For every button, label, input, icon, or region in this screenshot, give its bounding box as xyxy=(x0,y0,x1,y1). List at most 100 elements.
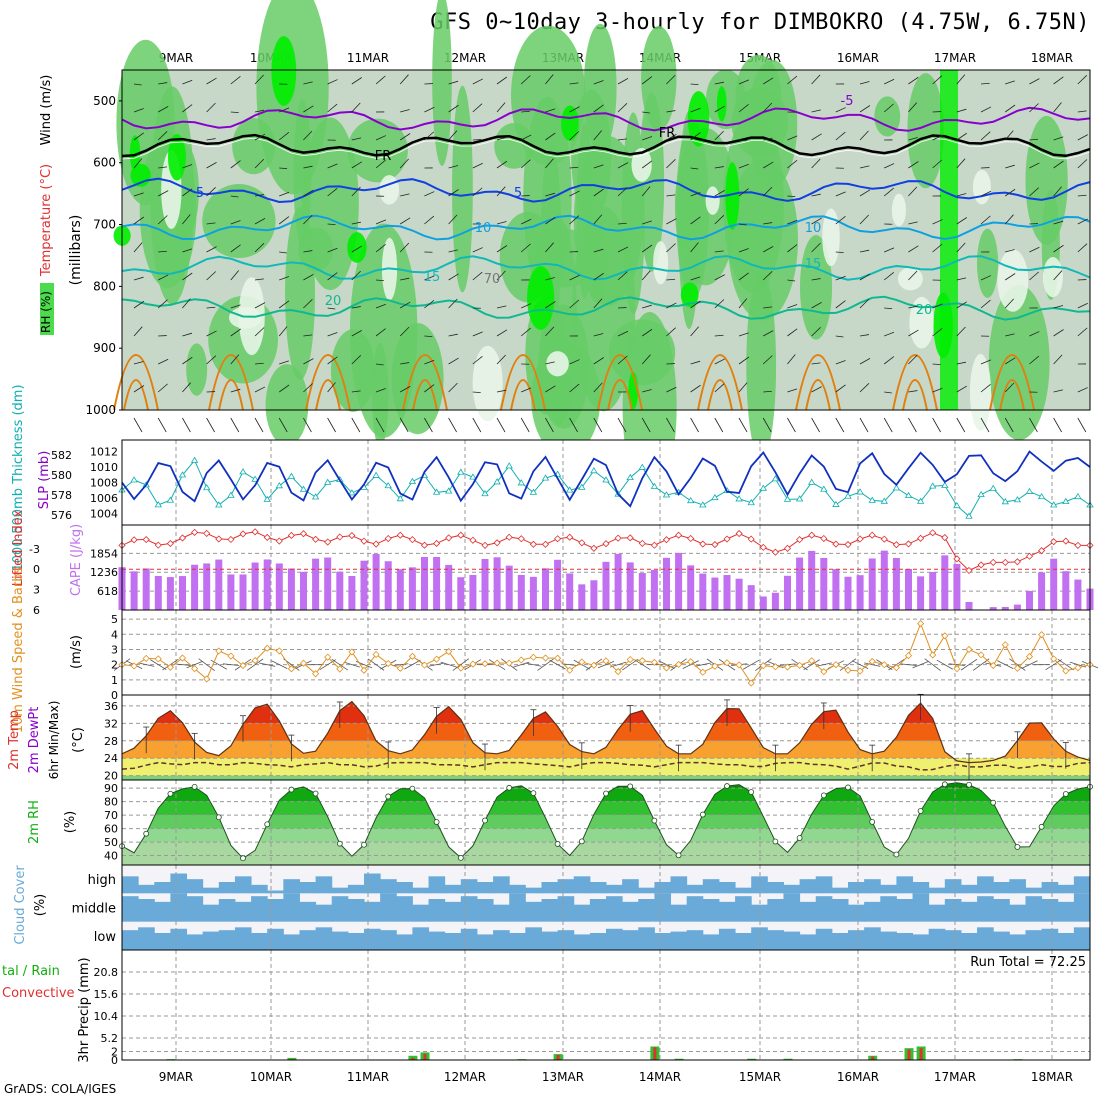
wind-barb xyxy=(690,83,699,86)
convective-bar xyxy=(907,1049,911,1060)
wind-barb xyxy=(157,215,168,225)
wind-barb xyxy=(811,242,821,253)
wind-barb xyxy=(545,242,554,253)
axis-label: Temperature (°C) xyxy=(39,164,54,277)
wind-speed-point xyxy=(614,668,622,676)
thickness-point xyxy=(916,497,925,504)
wind-barb xyxy=(908,390,918,393)
cape-bar xyxy=(179,576,186,610)
cloud-bar xyxy=(251,884,268,894)
axis-label: CAPE (J/kg) xyxy=(69,524,84,596)
isotherm-label: 5 xyxy=(514,186,522,201)
wind-barb xyxy=(424,275,435,281)
wind-speed-point xyxy=(541,654,550,662)
wind-barb xyxy=(690,216,701,225)
wind-barb xyxy=(1005,80,1015,85)
wind-speed-point xyxy=(783,663,792,671)
cloud-bar xyxy=(783,884,801,894)
temp-tick-label: 24 xyxy=(104,752,118,765)
cape-bar xyxy=(687,565,695,610)
wind-barb xyxy=(210,659,227,670)
cloud-bar xyxy=(138,884,155,894)
wind-barb xyxy=(279,191,290,197)
li-tick-label: -3 xyxy=(29,543,40,556)
cloud-bar xyxy=(331,931,349,950)
isotherm-line xyxy=(121,295,1091,321)
thickness-point xyxy=(323,478,332,485)
wind-panel: 0 1 2 3 4 5 10m Wind Speed & Barbs (m/s) xyxy=(11,567,1099,733)
wind-barb xyxy=(980,190,992,197)
wind-barb xyxy=(835,360,846,365)
wind-barb xyxy=(182,248,193,253)
li-point xyxy=(372,540,380,548)
wind-barb xyxy=(521,218,532,225)
wind-barb xyxy=(690,192,701,197)
wind-speed-point xyxy=(457,664,465,672)
wind-barb xyxy=(327,272,338,281)
thickness-point xyxy=(1001,498,1010,505)
wind-barb xyxy=(956,132,967,141)
rh-point xyxy=(627,783,634,790)
wind-barb xyxy=(859,383,870,393)
cape-bar xyxy=(505,565,513,610)
li-point xyxy=(953,555,961,563)
thickness-point xyxy=(166,496,175,503)
precip-panel: 025.2 10.4 15.6 20.8 Run Total = 72.25 tal / … xyxy=(2,949,1091,1067)
thickness-point xyxy=(432,488,441,495)
wind-barb xyxy=(956,417,966,433)
wind-barb xyxy=(811,217,822,225)
cloud-bar xyxy=(234,901,252,922)
wind-speed-point xyxy=(396,664,404,672)
thickness-point xyxy=(287,472,296,479)
cloud-bar xyxy=(622,930,639,950)
cloud-bar xyxy=(606,928,623,950)
wind-barb xyxy=(448,382,458,393)
thickness-point xyxy=(711,493,719,501)
wind-barb xyxy=(763,246,774,253)
li-point xyxy=(820,534,828,543)
wind-barb xyxy=(545,417,554,433)
wind-barb xyxy=(956,326,966,337)
cloud-bar xyxy=(170,893,188,922)
wind-barb xyxy=(1053,270,1063,281)
rh-point xyxy=(409,785,416,792)
wind-barb xyxy=(811,417,820,433)
wind-barb xyxy=(327,223,336,226)
li-point xyxy=(832,540,840,548)
wind-barb xyxy=(521,387,532,393)
wind-barb xyxy=(884,247,895,253)
cloud-bar xyxy=(960,884,978,894)
rh-tick-label: 70 xyxy=(104,809,118,822)
wind-barb xyxy=(545,361,555,365)
thickness-point xyxy=(1062,497,1070,505)
thickness-point xyxy=(565,486,574,493)
thickness-tick-label: 582 xyxy=(51,449,72,462)
cloud-layer-label: high xyxy=(88,873,116,888)
li-point xyxy=(287,531,295,540)
cloud-bar xyxy=(460,928,478,950)
cloud-bar xyxy=(234,927,252,950)
wind-barb xyxy=(521,134,532,141)
thickness-point xyxy=(1074,492,1082,500)
rh-shade xyxy=(527,266,555,330)
wind-barb xyxy=(351,161,362,169)
wind-barb xyxy=(424,335,433,338)
cloud-bar xyxy=(202,904,220,922)
wind-barb xyxy=(254,218,266,225)
wind-barb xyxy=(908,417,917,433)
cloud-bar xyxy=(783,893,801,922)
wind-barb xyxy=(932,159,943,169)
wind-barb xyxy=(1029,355,1040,365)
cloud-bar xyxy=(912,893,930,922)
wind-barb xyxy=(763,306,773,309)
wind-barb xyxy=(884,307,893,310)
isotherm-line xyxy=(121,255,1091,281)
wind-barb xyxy=(932,327,943,337)
wind-barb xyxy=(496,136,507,141)
wind-barb xyxy=(956,385,967,393)
wind-barb xyxy=(404,659,421,670)
li-point xyxy=(1074,541,1082,549)
wind-barb xyxy=(351,417,361,433)
wind-barb xyxy=(424,299,435,309)
